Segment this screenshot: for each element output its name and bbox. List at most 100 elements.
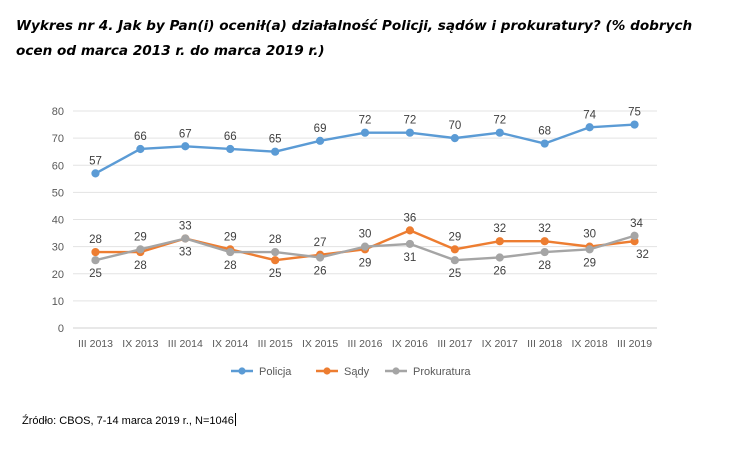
data-label: 29 [359,257,372,269]
source-text: Źródło: CBOS, 7-14 marca 2019 r., N=1046 [22,415,234,427]
data-point [540,247,549,257]
data-label: 72 [359,115,372,127]
data-label: 25 [89,268,102,280]
y-axis-tick-labels: 0 10 20 30 40 50 60 70 80 [52,106,64,335]
data-label: 65 [269,134,282,146]
data-label: 57 [89,155,102,167]
y-tick-label: 0 [58,323,64,335]
data-point [450,256,459,265]
data-label: 26 [493,265,506,277]
data-point [91,256,100,265]
x-tick-label: IX 2013 [122,338,158,350]
data-label: 33 [179,220,192,232]
data-point [495,253,504,262]
data-point [360,242,370,251]
x-tick-label: III 2019 [617,338,652,350]
y-tick-label: 30 [52,242,64,254]
data-label: 66 [224,131,237,143]
x-tick-label: IX 2017 [482,338,518,350]
data-label: 30 [583,229,596,241]
data-point [630,120,639,129]
x-tick-label: III 2017 [437,338,472,350]
data-label: 28 [89,234,102,246]
data-label: 27 [314,237,327,249]
y-tick-label: 60 [52,160,64,172]
x-tick-label: IX 2014 [212,338,248,350]
x-tick-label: III 2016 [347,338,382,350]
legend-label: Sądy [344,366,370,378]
data-point [405,128,415,137]
legend-marker [238,367,246,375]
x-tick-label: IX 2018 [572,338,608,350]
data-label: 75 [628,107,641,119]
x-tick-label: IX 2016 [392,338,428,350]
x-tick-label: III 2013 [78,338,113,350]
data-label: 25 [269,268,282,280]
data-label: 32 [538,223,551,235]
x-tick-label: III 2014 [168,338,203,350]
data-label: 29 [224,231,237,243]
data-point [181,234,190,243]
y-tick-label: 70 [52,133,64,145]
data-label: 28 [134,260,147,272]
data-label: 29 [583,257,596,269]
data-point [405,226,415,235]
data-point [585,245,594,254]
legend-marker [323,367,331,375]
data-point [540,139,549,148]
x-tick-label: IX 2015 [302,338,338,350]
data-label: 33 [179,246,192,258]
data-label: 29 [448,231,461,243]
data-point [540,237,549,246]
y-tick-label: 10 [52,296,64,308]
text-cursor [234,413,237,426]
y-tick-label: 20 [52,269,64,281]
data-point [271,147,280,156]
x-axis-tick-labels: III 2013 IX 2013 III 2014 IX 2014 III 2015 IX… [78,338,652,350]
data-label: 32 [493,223,506,235]
data-label: 32 [636,249,649,261]
data-label: 70 [448,120,461,132]
x-tick-label: III 2015 [258,338,293,350]
data-point [136,245,145,254]
data-point [360,128,370,137]
data-label: 36 [404,212,417,224]
data-label: 28 [224,260,237,272]
data-point [630,231,639,240]
data-point [405,239,415,249]
data-label: 72 [493,115,506,127]
data-label: 74 [583,109,596,121]
data-point [450,134,459,143]
data-label: 66 [134,131,147,143]
legend-marker [392,367,400,375]
data-point [136,144,145,154]
chart-title: Wykres nr 4. Jak by Pan(i) ocenił(a) dzi… [16,18,693,59]
data-label: 28 [269,234,282,246]
data-point [226,247,235,257]
legend-label: Prokuratura [413,366,471,378]
data-point [91,169,100,178]
data-point [271,247,280,257]
gridlines [73,110,657,329]
data-point [495,128,504,137]
series-group [91,120,639,265]
data-label: 28 [538,260,551,272]
data-label: 67 [179,128,192,140]
data-label: 30 [359,229,372,241]
data-point [91,247,100,257]
data-label: 29 [134,231,147,243]
y-tick-label: 40 [52,215,64,227]
data-point [181,142,190,151]
data-label: 31 [404,252,417,264]
data-label: 68 [538,126,551,138]
data-point [315,253,325,262]
data-point [450,245,459,254]
data-point [226,144,235,154]
data-label: 26 [314,265,327,277]
y-tick-label: 50 [52,187,64,199]
source-note: Źródło: CBOS, 7-14 marca 2019 r., N=1046 [22,413,237,427]
data-point [271,256,280,265]
y-tick-label: 80 [52,106,64,118]
data-labels: 57 66 67 66 65 69 72 72 70 72 68 74 75 28 25 28 29 33 33 29… [89,107,649,281]
